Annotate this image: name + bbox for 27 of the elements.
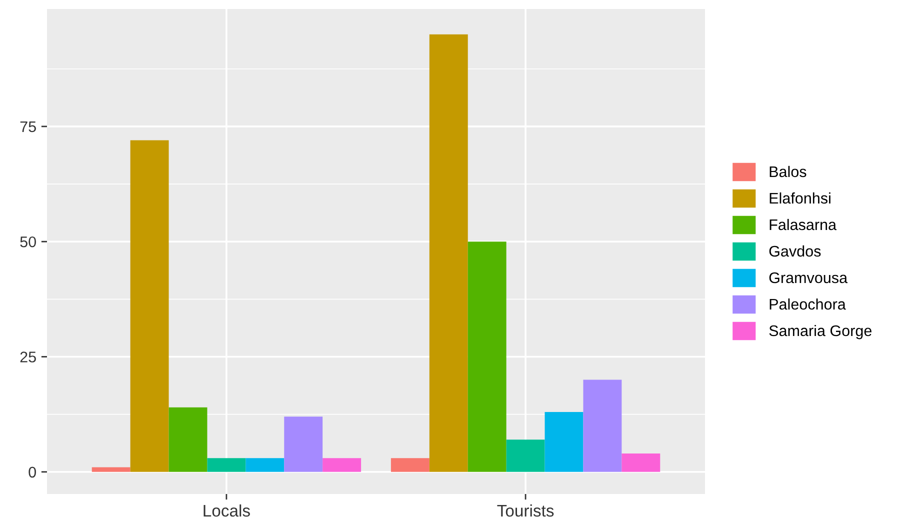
y-tick-label: 50 <box>20 236 36 248</box>
legend-label: Samaria Gorge <box>769 324 872 340</box>
bar <box>429 34 468 472</box>
bar <box>622 453 660 472</box>
bar <box>207 458 246 472</box>
bar <box>92 467 130 472</box>
legend-label: Falasarna <box>770 218 837 230</box>
bar <box>322 458 362 472</box>
legend-label: Gramvousa <box>769 272 848 284</box>
y-tick-label: 0 <box>28 466 36 478</box>
legend-label: Balos <box>770 166 806 178</box>
bar <box>130 140 169 472</box>
bar <box>506 440 545 472</box>
y-tick-label: 75 <box>20 121 36 132</box>
bar <box>246 458 284 472</box>
legend-label: Paleochora <box>770 298 846 310</box>
bar <box>390 458 430 472</box>
bar <box>583 380 622 472</box>
legend-label: Elafonhsi <box>770 192 830 204</box>
bar <box>284 416 323 472</box>
bar <box>168 407 208 472</box>
x-tick-label: Locals <box>204 504 250 517</box>
bar <box>468 242 506 472</box>
legend-label: Gavdos <box>769 245 821 257</box>
y-tick-label: 25 <box>20 352 36 362</box>
x-tick-label: Tourists <box>497 504 554 517</box>
bar <box>544 412 584 472</box>
